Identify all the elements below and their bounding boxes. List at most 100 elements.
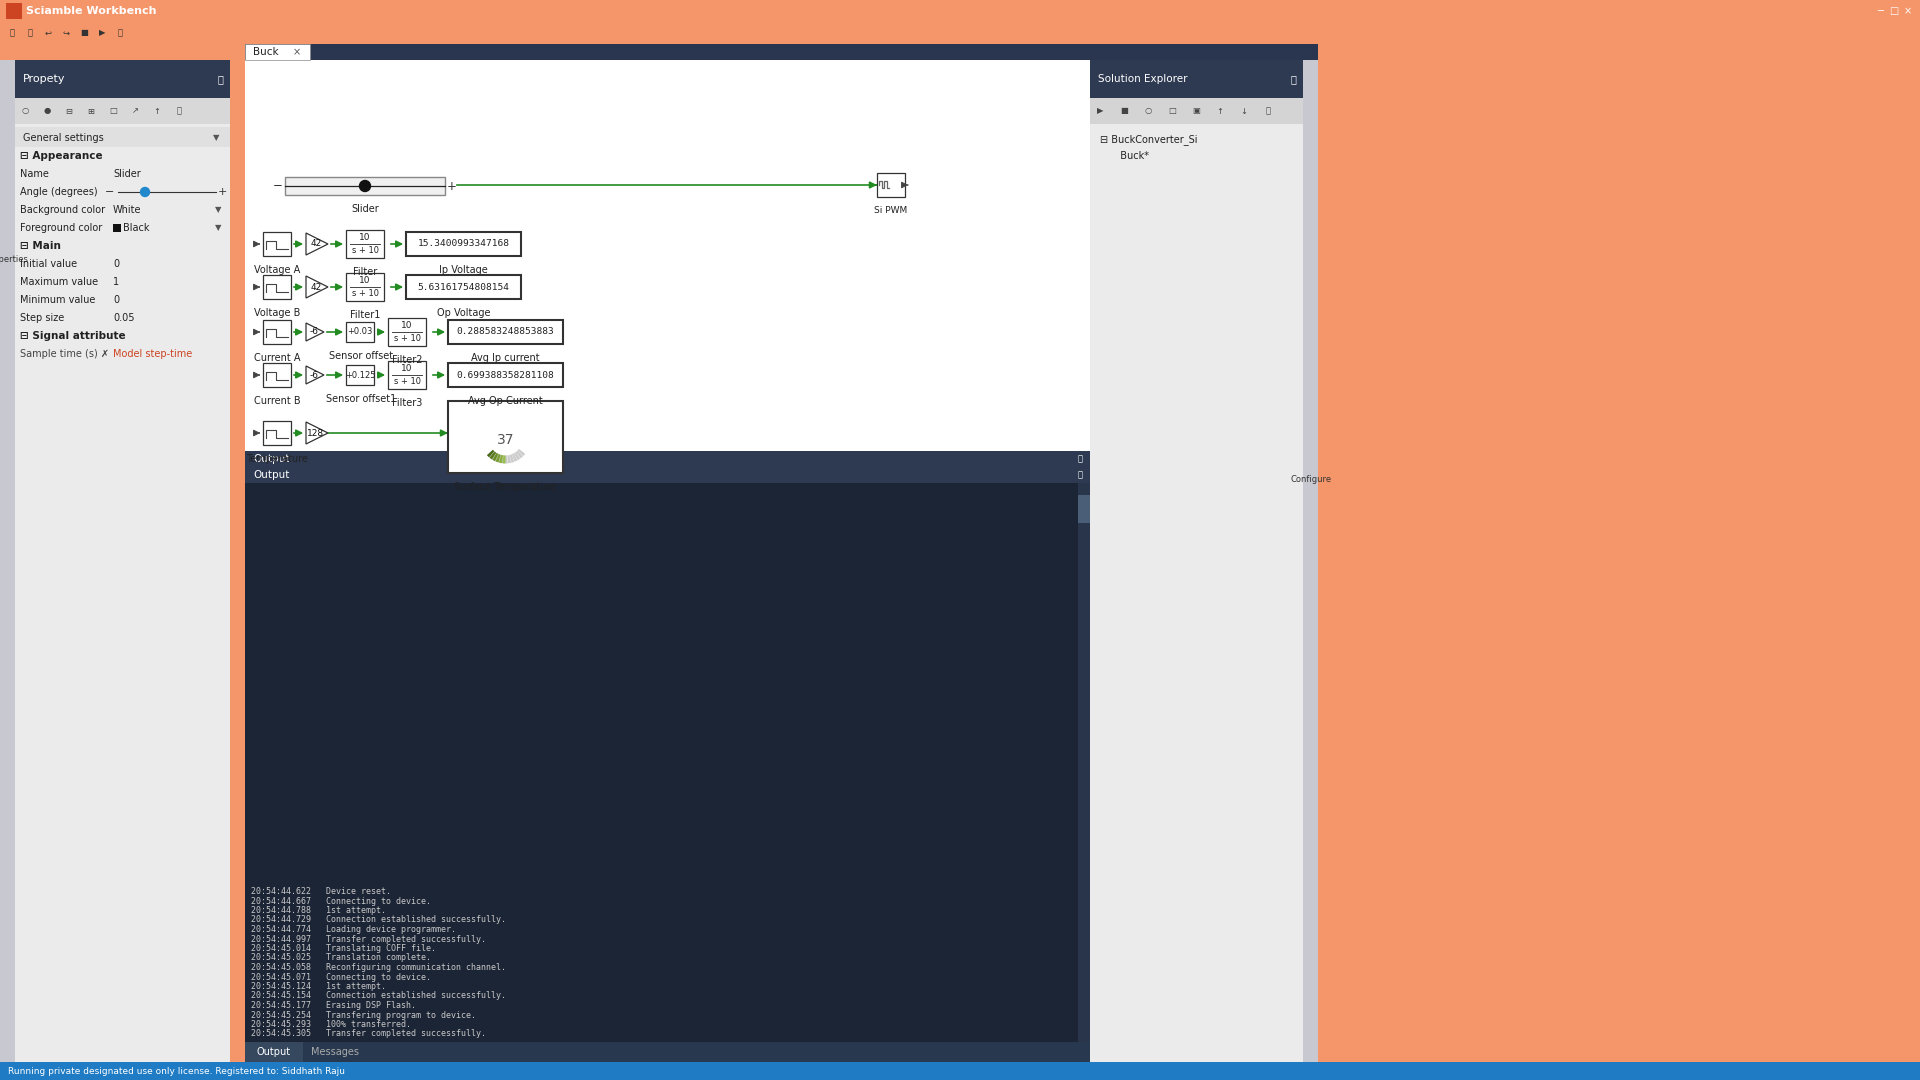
- Text: 20:54:45.254   Transfering program to device.: 20:54:45.254 Transfering program to devi…: [252, 1011, 476, 1020]
- Bar: [284, 177, 445, 195]
- Text: Angle (degrees): Angle (degrees): [19, 187, 98, 197]
- Bar: [263, 320, 292, 345]
- Text: ▣: ▣: [1192, 107, 1200, 116]
- Text: ↩: ↩: [44, 28, 52, 38]
- Text: General settings: General settings: [23, 133, 104, 143]
- Bar: [263, 275, 292, 299]
- Text: Current B: Current B: [253, 396, 300, 406]
- Text: 42: 42: [311, 283, 321, 292]
- Wedge shape: [495, 454, 501, 462]
- Bar: [346, 273, 384, 301]
- Bar: [0, 1062, 1920, 1080]
- Text: Avg Ip current: Avg Ip current: [470, 353, 540, 363]
- Polygon shape: [305, 276, 328, 298]
- Bar: [246, 1042, 303, 1062]
- Text: 20:54:45.025   Translation complete.: 20:54:45.025 Translation complete.: [252, 954, 430, 962]
- Bar: [1091, 60, 1304, 98]
- Text: ▼: ▼: [213, 134, 219, 143]
- Bar: [1077, 483, 1091, 1042]
- Bar: [346, 230, 384, 258]
- Text: 20:54:44.774   Loading device programmer.: 20:54:44.774 Loading device programmer.: [252, 924, 457, 934]
- Bar: [388, 318, 426, 346]
- Text: Minimum value: Minimum value: [19, 295, 96, 305]
- Bar: [113, 224, 121, 232]
- Wedge shape: [518, 449, 526, 456]
- Bar: [246, 60, 1091, 467]
- Bar: [15, 127, 230, 147]
- Wedge shape: [513, 454, 518, 461]
- Circle shape: [140, 188, 150, 197]
- Bar: [263, 232, 292, 256]
- Text: Voltage B: Voltage B: [253, 308, 300, 318]
- Text: 📷: 📷: [177, 107, 182, 116]
- Bar: [246, 483, 1091, 1042]
- Text: 20:54:44.997   Transfer completed successfully.: 20:54:44.997 Transfer completed successf…: [252, 934, 486, 944]
- Text: 10: 10: [401, 364, 413, 373]
- Text: ×: ×: [1905, 6, 1912, 16]
- Wedge shape: [492, 453, 497, 461]
- Bar: [6, 3, 21, 19]
- Text: 0.699388358281108: 0.699388358281108: [457, 370, 555, 379]
- Text: −: −: [273, 179, 282, 192]
- Bar: [1077, 495, 1091, 523]
- Text: White: White: [113, 205, 142, 215]
- Text: Filter: Filter: [353, 267, 376, 276]
- Bar: [346, 322, 374, 342]
- Bar: [388, 361, 426, 389]
- Wedge shape: [497, 455, 503, 463]
- Text: Sample time (s) ✗: Sample time (s) ✗: [19, 349, 109, 359]
- Text: 1: 1: [113, 276, 119, 287]
- Text: +0.03: +0.03: [348, 327, 372, 337]
- Wedge shape: [515, 453, 520, 460]
- Text: 20:54:45.154   Connection established successfully.: 20:54:45.154 Connection established succ…: [252, 991, 507, 1000]
- Text: Avg Op Current: Avg Op Current: [468, 396, 543, 406]
- Polygon shape: [305, 233, 328, 255]
- Text: 0: 0: [113, 295, 119, 305]
- Bar: [263, 363, 292, 387]
- Bar: [246, 1042, 1091, 1062]
- Circle shape: [359, 180, 371, 191]
- Text: ×: ×: [294, 48, 301, 57]
- Text: Ip Voltage: Ip Voltage: [440, 265, 488, 275]
- Bar: [15, 60, 230, 1062]
- Text: ▶: ▶: [98, 28, 106, 38]
- Text: Maximum value: Maximum value: [19, 276, 98, 287]
- Text: 37: 37: [497, 433, 515, 447]
- Text: 20:54:44.729   Connection established successfully.: 20:54:44.729 Connection established succ…: [252, 916, 507, 924]
- Text: 10: 10: [359, 276, 371, 285]
- Text: ▶: ▶: [1096, 107, 1104, 116]
- Wedge shape: [509, 455, 515, 462]
- Text: □: □: [1167, 107, 1175, 116]
- Text: Output: Output: [253, 454, 290, 464]
- Text: 📌: 📌: [217, 75, 223, 84]
- Text: 20:54:45.071   Connecting to device.: 20:54:45.071 Connecting to device.: [252, 972, 430, 982]
- Text: 📌: 📌: [1077, 471, 1083, 480]
- Wedge shape: [490, 451, 495, 459]
- Text: 20:54:45.058   Reconfiguring communication channel.: 20:54:45.058 Reconfiguring communication…: [252, 963, 507, 972]
- Wedge shape: [488, 449, 493, 457]
- Text: Name: Name: [19, 168, 48, 179]
- Text: Filter1: Filter1: [349, 310, 380, 320]
- Wedge shape: [488, 449, 493, 457]
- Bar: [0, 60, 15, 1062]
- Bar: [0, 22, 1920, 44]
- Bar: [246, 451, 1091, 467]
- Text: Foreground color: Foreground color: [19, 222, 102, 233]
- Text: 0.05: 0.05: [113, 313, 134, 323]
- Text: ○: ○: [21, 107, 29, 116]
- Text: 5.63161754808154: 5.63161754808154: [417, 283, 509, 292]
- Text: Voltage A: Voltage A: [253, 265, 300, 275]
- Text: 10: 10: [401, 321, 413, 330]
- Wedge shape: [490, 451, 495, 459]
- Text: 128: 128: [307, 429, 324, 437]
- Bar: [0, 0, 1920, 22]
- Bar: [447, 320, 563, 345]
- Text: ○: ○: [1144, 107, 1152, 116]
- Bar: [405, 232, 520, 256]
- Text: ⊟ Main: ⊟ Main: [19, 241, 61, 251]
- Bar: [246, 44, 1317, 60]
- Text: Initial value: Initial value: [19, 259, 77, 269]
- Text: Solution Explorer: Solution Explorer: [1098, 75, 1187, 84]
- Text: -6: -6: [309, 370, 319, 379]
- Text: Filter3: Filter3: [392, 399, 422, 408]
